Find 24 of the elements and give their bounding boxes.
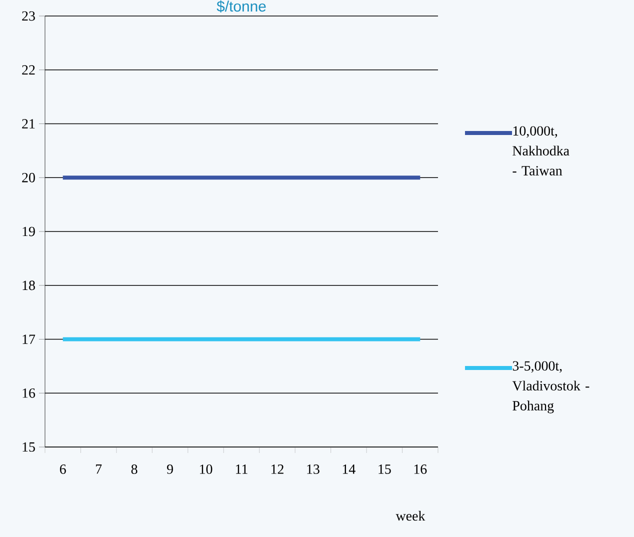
x-axis-title: week <box>396 510 426 521</box>
y-tick-label: 20 <box>22 172 35 182</box>
legend-label: 10,000t, Nakhodka - Taiwan <box>512 126 570 176</box>
y-tick-label: 16 <box>22 388 36 398</box>
legend-label: 3-5,000t, Vladivostok - Pohang <box>512 361 590 414</box>
x-tick-label: 10 <box>200 464 212 474</box>
x-tick-label: 11 <box>236 464 248 474</box>
chart-title: $/tonne <box>216 0 266 13</box>
y-tick-label: 17 <box>22 334 36 344</box>
x-tick-label: 7 <box>96 464 102 474</box>
y-tick-label: 15 <box>22 442 35 452</box>
x-tick-label: 16 <box>414 464 427 474</box>
x-tick-label: 8 <box>131 464 138 474</box>
y-tick-label: 22 <box>22 65 35 74</box>
x-tick-label: 14 <box>342 464 356 474</box>
x-tick-label: 15 <box>378 464 391 474</box>
y-tick-label: 21 <box>22 119 35 128</box>
x-tick-label: 13 <box>307 464 320 474</box>
y-tick-label: 23 <box>22 11 35 21</box>
x-tick-label: 9 <box>167 464 173 474</box>
x-tick-label: 6 <box>60 464 66 474</box>
x-tick-label: 12 <box>271 464 284 474</box>
y-tick-label: 18 <box>22 280 35 290</box>
y-tick-label: 19 <box>22 226 35 236</box>
